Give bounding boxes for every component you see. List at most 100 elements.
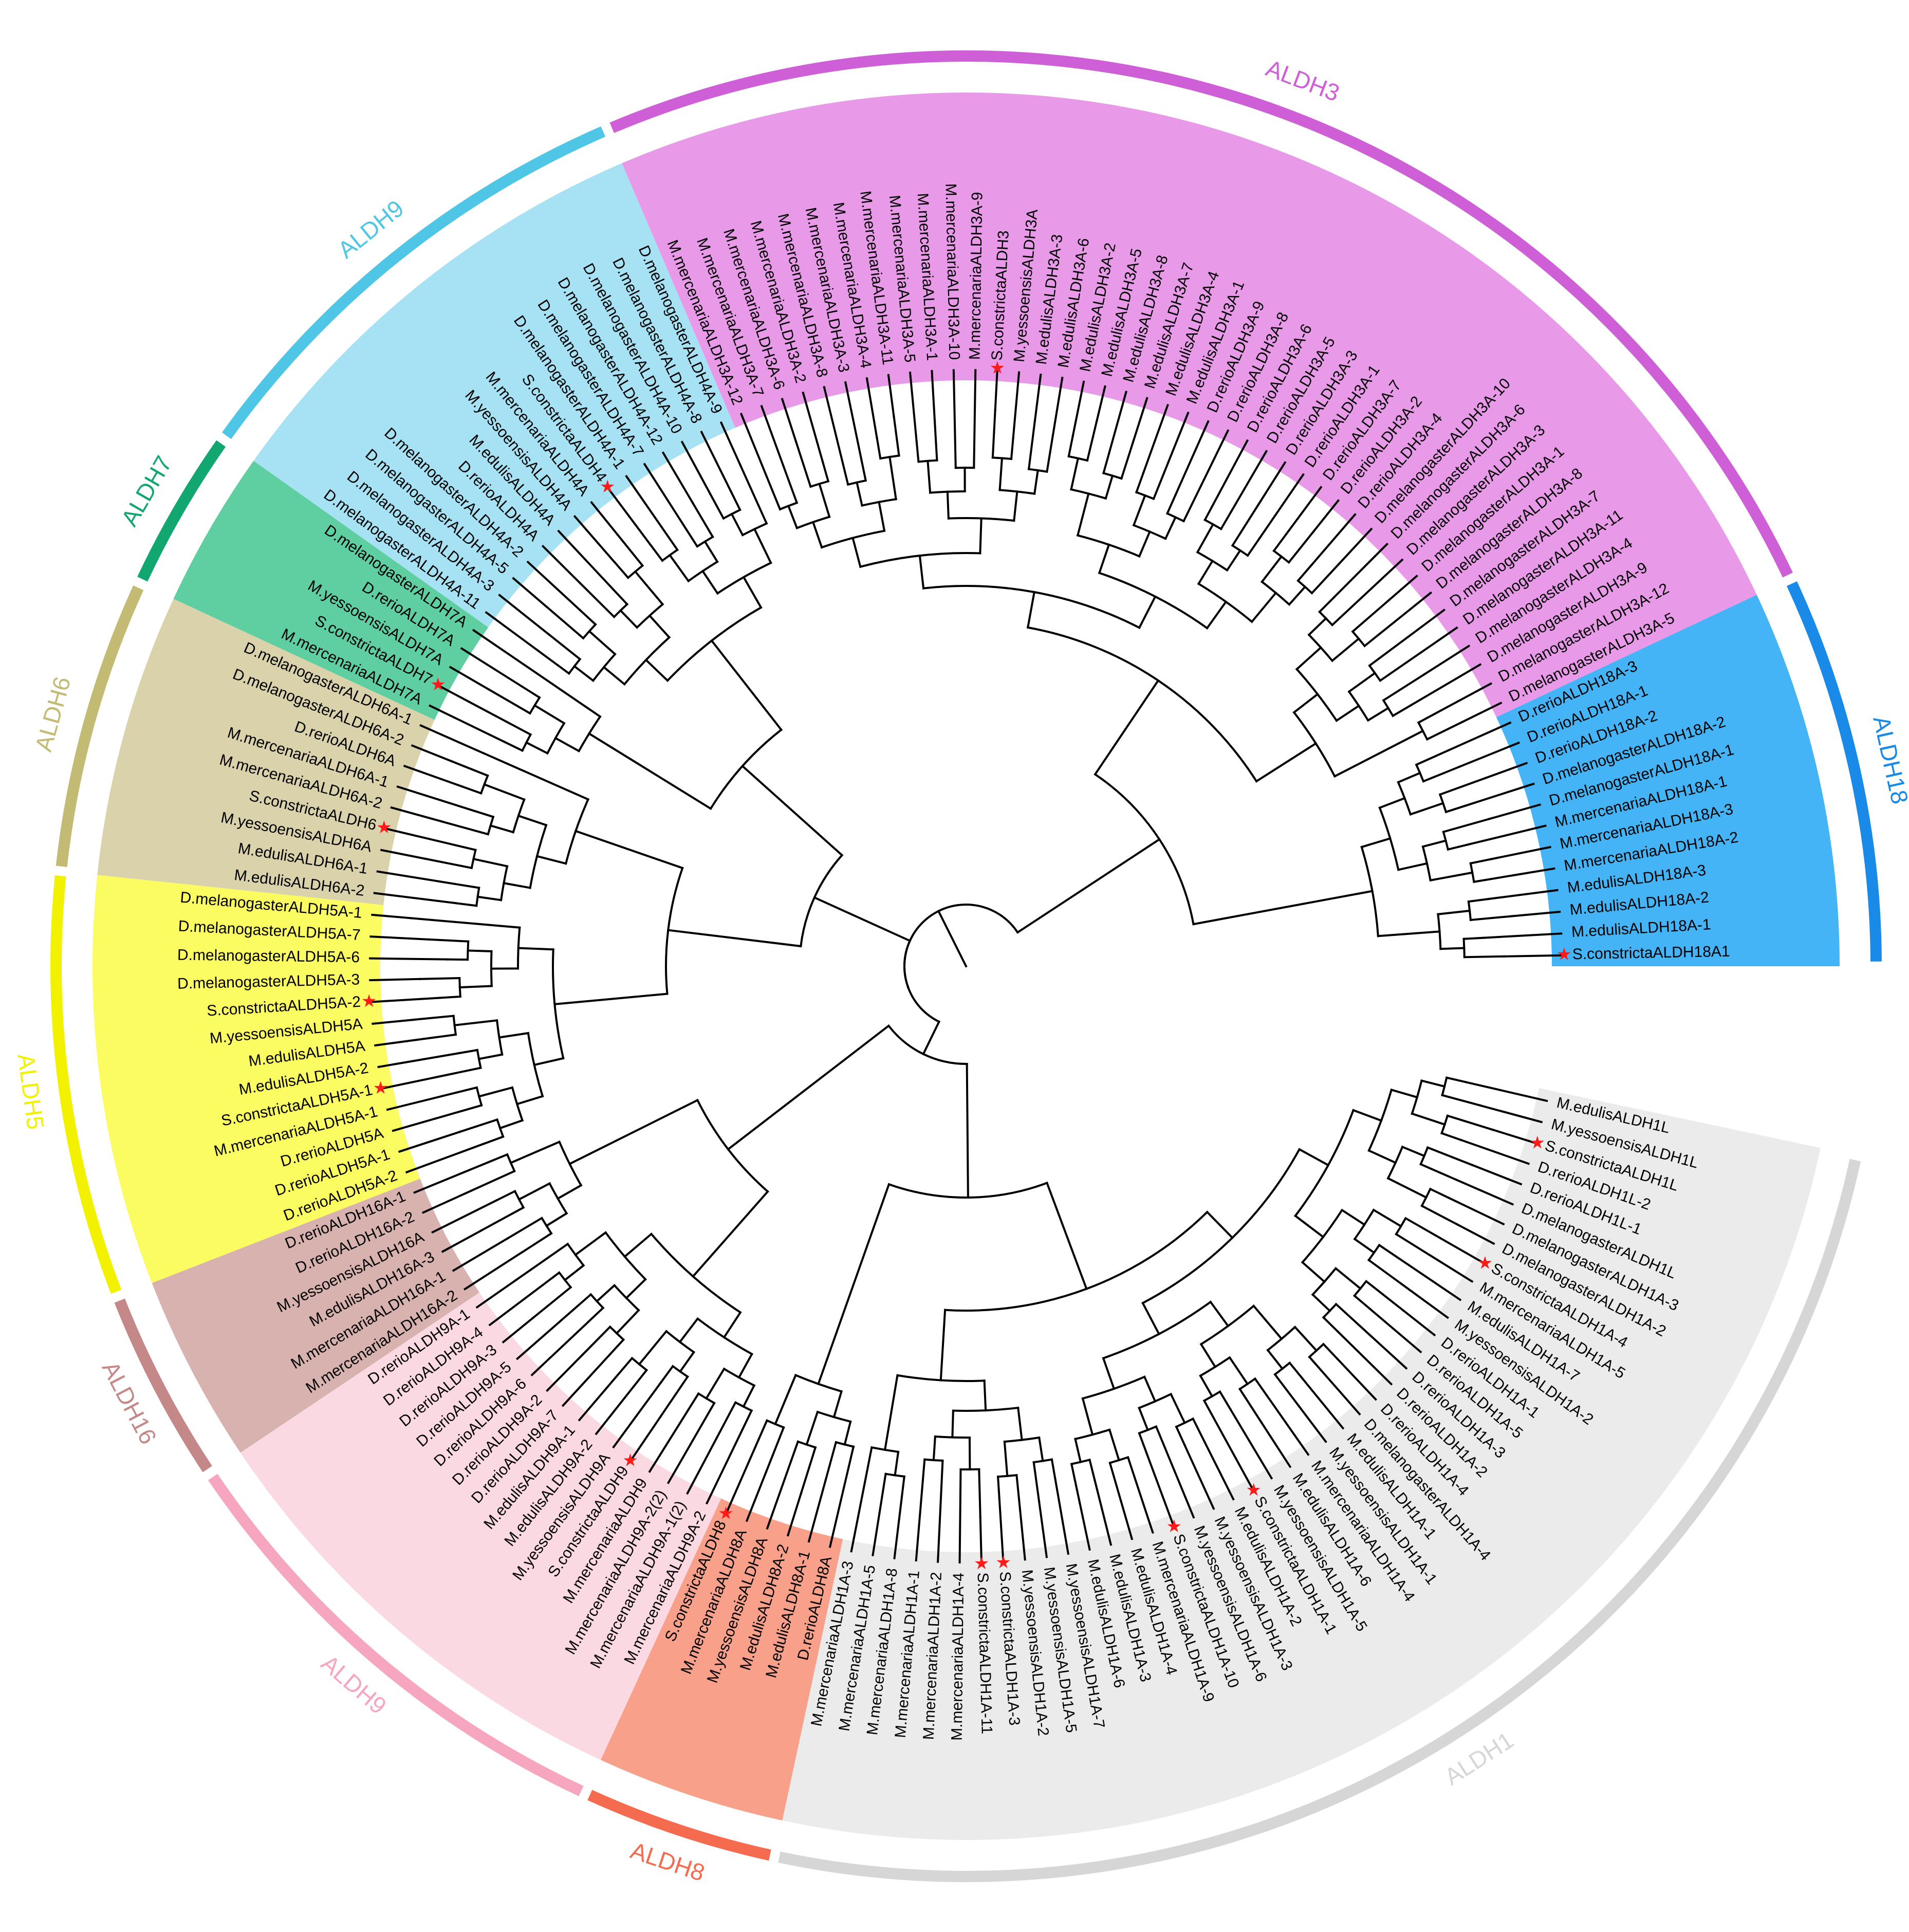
ring-aldh16 — [114, 1298, 212, 1473]
tree-branch — [369, 957, 449, 961]
tree-branch — [832, 1390, 843, 1419]
tree-branch — [579, 609, 597, 626]
tree-branch — [578, 1387, 608, 1422]
tree-branch — [1464, 782, 1535, 807]
sector-aldh1 — [782, 1088, 1821, 1840]
tree-branch — [616, 533, 644, 567]
tree-branch — [1441, 1094, 1482, 1107]
tree-branch — [1145, 1451, 1175, 1527]
tree-branch — [477, 1086, 514, 1098]
tree-branch — [1213, 1460, 1235, 1501]
tree-branch — [1093, 1478, 1113, 1546]
tree-branch — [1298, 1148, 1330, 1167]
tree-branch — [1229, 1408, 1273, 1480]
tree-branch — [1167, 411, 1190, 464]
tree-branch — [998, 1496, 1005, 1562]
tree-branch — [488, 1283, 545, 1327]
tree-branch — [1045, 1181, 1088, 1291]
star-marker: ★ — [718, 1503, 733, 1524]
tree-branch — [1438, 1171, 1514, 1206]
tree-branch — [1310, 513, 1357, 567]
leaf-label: M.mercenariaALDH3A-9 — [967, 192, 986, 360]
tree-branch — [659, 1365, 675, 1385]
tree-branch — [1455, 1223, 1495, 1245]
tree-branch — [888, 455, 897, 501]
tree-branch — [1301, 1377, 1345, 1430]
tree-branch — [1164, 516, 1177, 540]
tree-branch — [495, 1189, 516, 1202]
tree-branch — [1027, 420, 1036, 470]
tree-branch — [1292, 692, 1319, 714]
tree-branch — [1378, 1243, 1398, 1258]
tree-branch — [921, 1458, 926, 1481]
tree-branch — [515, 658, 602, 719]
tree-branch — [1429, 871, 1474, 882]
tree-branch — [937, 909, 968, 968]
tree-branch — [931, 370, 936, 422]
tree-branch — [865, 377, 878, 439]
tree-branch — [1226, 439, 1249, 480]
tree-branch — [730, 512, 744, 537]
ring-aldh7 — [137, 440, 226, 582]
star-marker: ★ — [430, 674, 446, 695]
tree-branch — [725, 1438, 761, 1514]
tree-branch — [1265, 1394, 1310, 1456]
tree-branch — [1429, 1187, 1451, 1200]
tree-branch — [526, 560, 582, 612]
tree-branch — [1488, 803, 1542, 820]
tree-branch — [689, 1402, 716, 1446]
tree-branch — [574, 830, 684, 870]
tree-branch — [1285, 486, 1323, 536]
tree-branch — [939, 1459, 944, 1510]
tree-branch — [1108, 1428, 1121, 1462]
tree-branch — [551, 659, 571, 675]
star-marker: ★ — [990, 358, 1005, 378]
tree-branch — [659, 1375, 689, 1418]
tree-branch — [1078, 1501, 1091, 1551]
tree-branch — [1307, 617, 1328, 636]
tree-branch — [1351, 599, 1391, 633]
tree-branch — [742, 576, 763, 609]
tree-branch — [533, 1057, 565, 1066]
tree-branch — [1226, 549, 1242, 572]
tree-branch — [1141, 1301, 1161, 1336]
tree-branch — [1203, 476, 1229, 522]
tree-branch — [678, 1317, 699, 1344]
tree-branch — [587, 732, 712, 811]
tree-branch — [781, 398, 798, 443]
tree-branch — [926, 459, 932, 494]
tree-branch — [1003, 1440, 1009, 1477]
tree-branch — [557, 529, 615, 591]
tree-branch — [1199, 1342, 1217, 1369]
tree-branch — [915, 1479, 924, 1562]
tree-branch — [440, 820, 490, 836]
tree-branch — [1369, 1335, 1408, 1370]
tree-branch — [668, 554, 690, 583]
tree-branch — [1197, 559, 1214, 585]
tree-branch — [1353, 1237, 1376, 1254]
tree-branch — [1322, 1316, 1340, 1334]
tree-branch — [644, 658, 669, 683]
tree-branch — [463, 1243, 536, 1291]
tree-branch — [413, 1161, 490, 1194]
tree-branch — [1465, 1081, 1548, 1102]
tree-branch — [369, 935, 430, 941]
tree-branch — [786, 1492, 803, 1537]
tree-branch — [973, 369, 977, 430]
tree-branch — [933, 419, 938, 462]
tree-branch — [1462, 936, 1486, 940]
tree-branch — [472, 629, 518, 661]
tree-branch — [1138, 530, 1152, 558]
tree-branch — [1152, 461, 1170, 501]
tree-branch — [1447, 1196, 1505, 1226]
tree-branch — [521, 685, 541, 699]
family-label-aldh8: ALDH8 — [627, 1837, 708, 1886]
tree-branch — [789, 1440, 800, 1463]
tree-branch — [1446, 1114, 1495, 1131]
tree-branch — [1420, 1079, 1446, 1088]
tree-branch — [517, 814, 548, 826]
tree-branch — [581, 1325, 612, 1357]
tree-branch — [455, 1086, 478, 1094]
tree-branch — [532, 1285, 572, 1319]
tree-branch — [1417, 711, 1438, 724]
